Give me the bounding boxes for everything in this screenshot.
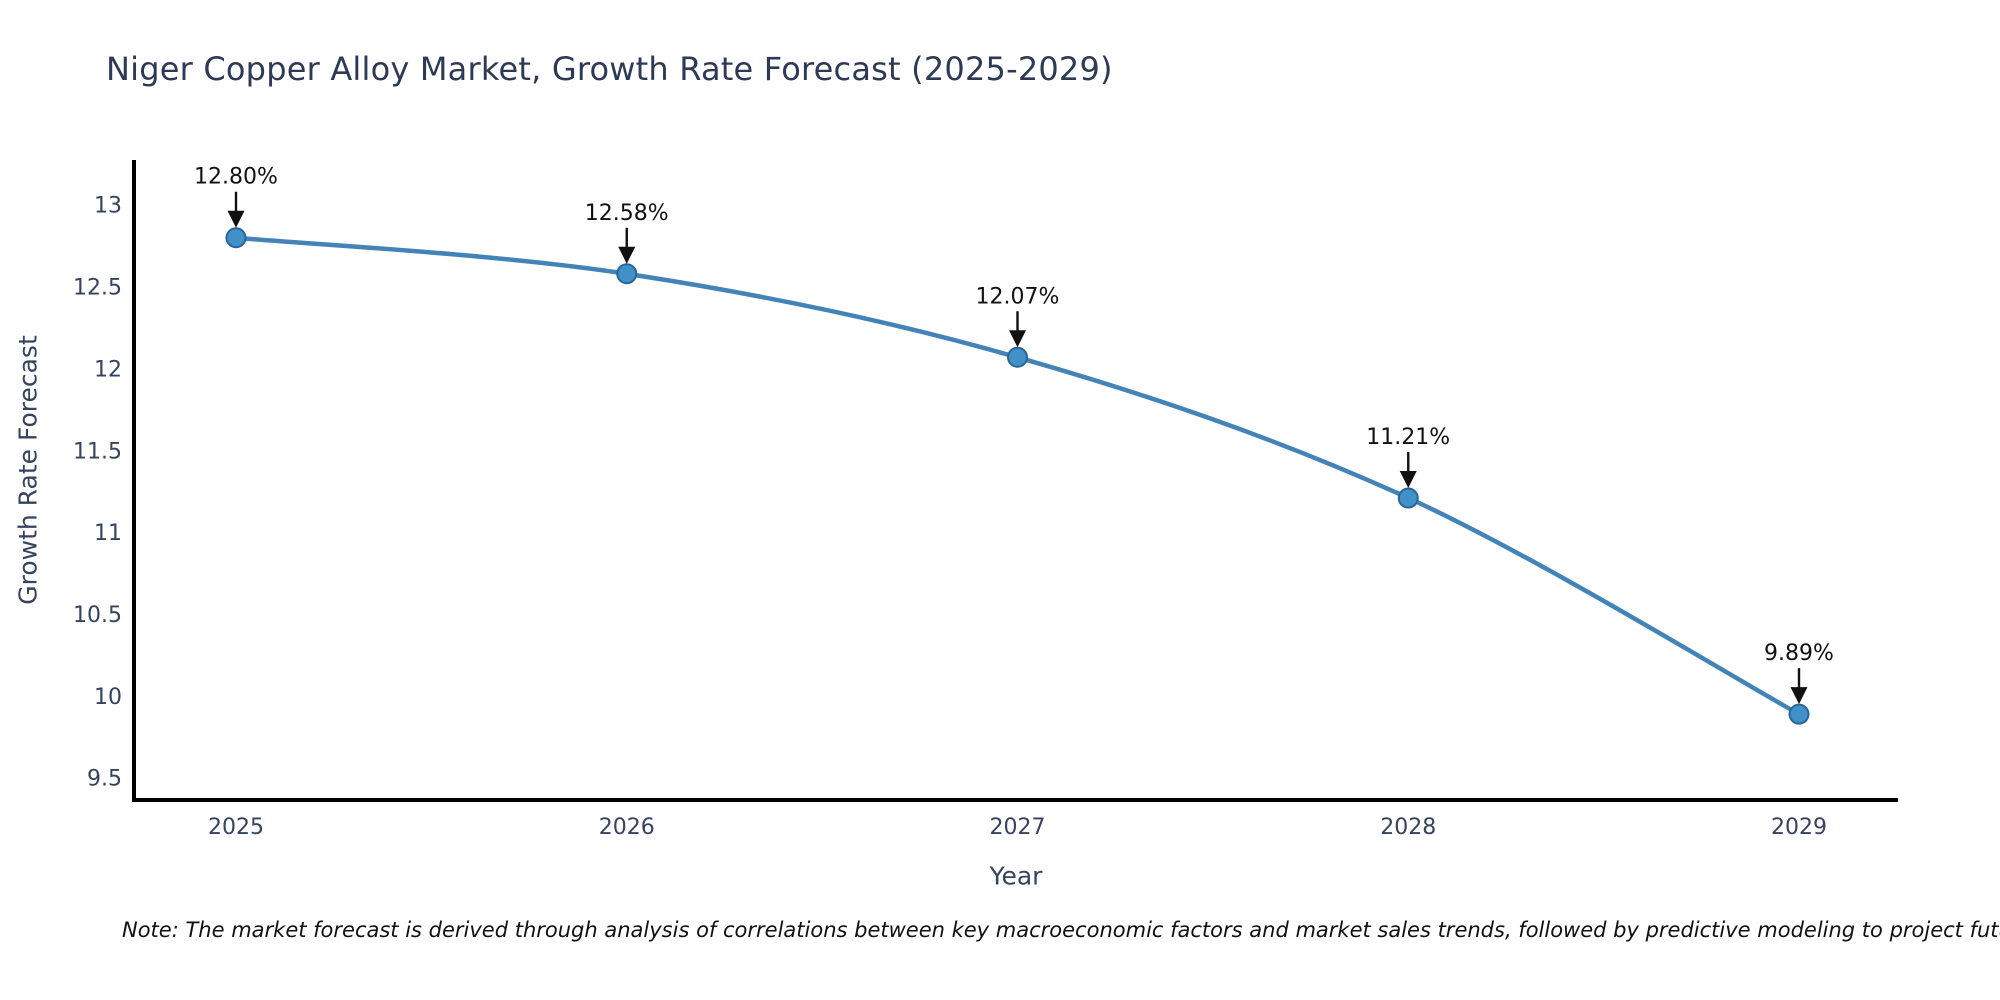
data-point-marker bbox=[225, 227, 247, 249]
x-tick-label: 2029 bbox=[1771, 815, 1827, 840]
point-annotation: 12.58% bbox=[585, 201, 669, 226]
annotation-arrowhead bbox=[618, 246, 636, 264]
annotation-arrowhead bbox=[1399, 471, 1417, 489]
x-tick-label: 2026 bbox=[599, 815, 655, 840]
x-tick-label: 2025 bbox=[208, 815, 264, 840]
footnote: Note: The market forecast is derived thr… bbox=[122, 918, 2000, 942]
y-tick-label: 9.5 bbox=[87, 767, 122, 792]
data-point-marker bbox=[1788, 703, 1810, 725]
point-annotation: 11.21% bbox=[1366, 425, 1450, 450]
y-tick-label: 12 bbox=[94, 357, 122, 382]
annotation-arrowhead bbox=[227, 210, 245, 228]
x-tick-label: 2027 bbox=[990, 815, 1046, 840]
annotation-arrowhead bbox=[1790, 687, 1808, 705]
y-tick-label: 10 bbox=[94, 685, 122, 710]
y-tick-label: 11.5 bbox=[73, 439, 122, 464]
data-point-marker bbox=[616, 263, 638, 285]
data-point-marker bbox=[1397, 487, 1419, 509]
x-axis-title: Year bbox=[989, 861, 1043, 891]
x-tick-label: 2028 bbox=[1380, 815, 1436, 840]
y-axis-title: Growth Rate Forecast bbox=[13, 335, 43, 605]
data-point-marker bbox=[1007, 346, 1028, 368]
point-annotation: 12.07% bbox=[976, 284, 1060, 309]
y-tick-label: 11 bbox=[94, 521, 122, 546]
chart-title: Niger Copper Alloy Market, Growth Rate F… bbox=[106, 50, 1113, 88]
y-tick-label: 10.5 bbox=[73, 603, 122, 628]
point-annotation: 9.89% bbox=[1764, 641, 1834, 666]
point-annotation: 12.80% bbox=[194, 165, 278, 190]
y-tick-label: 13 bbox=[94, 194, 122, 219]
annotation-arrowhead bbox=[1009, 330, 1026, 348]
y-tick-label: 12.5 bbox=[73, 276, 122, 301]
